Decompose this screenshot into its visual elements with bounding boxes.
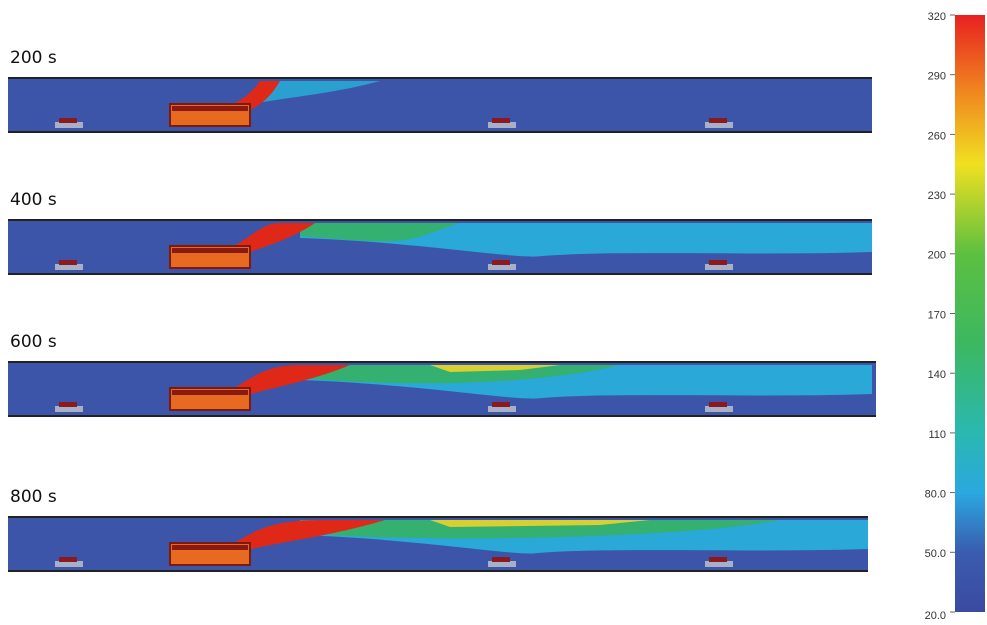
bus-roof	[172, 545, 248, 550]
colorbar-tick-label: 230	[928, 190, 946, 202]
time-label: 200 s	[10, 48, 57, 68]
car-top	[492, 402, 510, 407]
panel: 800 s	[8, 487, 868, 571]
tunnel	[8, 78, 872, 132]
colorbar-tick-label: 80.0	[925, 489, 946, 501]
colorbar-tick-label: 20.0	[925, 610, 946, 621]
colorbar-tick-label: 290	[928, 71, 946, 83]
car-top	[709, 260, 727, 265]
car-top	[59, 118, 77, 123]
figure: 200 s 400 s 600 s 800 s 20.0 50.0 80.0 110 140 17…	[0, 0, 987, 621]
colorbar-tick-label: 50.0	[925, 548, 946, 560]
time-label: 800 s	[10, 487, 57, 507]
car-top	[709, 118, 727, 123]
car-top	[59, 402, 77, 407]
car-top	[59, 557, 77, 562]
panel: 600 s	[8, 332, 876, 416]
colorbar-tick-label: 200	[928, 250, 946, 262]
colorbar-tick-label: 260	[928, 130, 946, 142]
car-top	[709, 557, 727, 562]
panel: 400 s	[8, 190, 872, 274]
panel: 200 s	[8, 48, 872, 132]
bus-roof	[172, 248, 248, 253]
time-label: 600 s	[10, 332, 57, 352]
bus-roof	[172, 106, 248, 111]
colorbar	[955, 15, 985, 612]
car-top	[59, 260, 77, 265]
colorbar-tick-label: 320	[928, 11, 946, 23]
colorbar-tick-label: 140	[928, 369, 946, 381]
car-top	[492, 260, 510, 265]
colorbar-tick-label: 170	[928, 309, 946, 321]
colorbar-tick-label: 110	[928, 429, 946, 441]
car-top	[492, 557, 510, 562]
bus-roof	[172, 390, 248, 395]
car-top	[492, 118, 510, 123]
car-top	[709, 402, 727, 407]
time-label: 400 s	[10, 190, 57, 210]
